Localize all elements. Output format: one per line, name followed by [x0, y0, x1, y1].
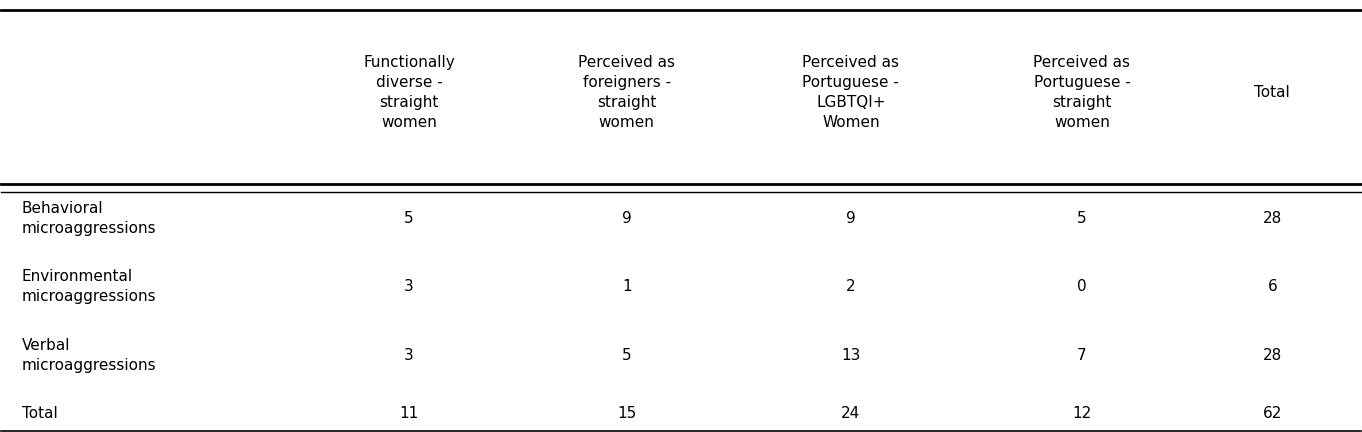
Text: Perceived as
foreigners -
straight
women: Perceived as foreigners - straight women	[577, 55, 676, 130]
Text: 3: 3	[405, 280, 414, 294]
Text: Environmental
microaggressions: Environmental microaggressions	[22, 270, 157, 304]
Text: 5: 5	[1077, 211, 1087, 226]
Text: 15: 15	[617, 406, 636, 421]
Text: 11: 11	[399, 406, 418, 421]
Text: 9: 9	[622, 211, 632, 226]
Text: Total: Total	[22, 406, 57, 421]
Text: Total: Total	[1254, 85, 1290, 100]
Text: 7: 7	[1077, 348, 1087, 363]
Text: Functionally
diverse -
straight
women: Functionally diverse - straight women	[364, 55, 455, 130]
Text: 5: 5	[622, 348, 632, 363]
Text: 3: 3	[405, 348, 414, 363]
Text: Behavioral
microaggressions: Behavioral microaggressions	[22, 201, 157, 235]
Text: Perceived as
Portuguese -
straight
women: Perceived as Portuguese - straight women	[1034, 55, 1130, 130]
Text: 28: 28	[1263, 348, 1282, 363]
Text: 5: 5	[405, 211, 414, 226]
Text: 13: 13	[842, 348, 861, 363]
Text: 6: 6	[1268, 280, 1278, 294]
Text: 28: 28	[1263, 211, 1282, 226]
Text: 24: 24	[842, 406, 861, 421]
Text: 12: 12	[1072, 406, 1091, 421]
Text: 2: 2	[846, 280, 855, 294]
Text: 0: 0	[1077, 280, 1087, 294]
Text: 1: 1	[622, 280, 632, 294]
Text: 62: 62	[1263, 406, 1282, 421]
Text: Verbal
microaggressions: Verbal microaggressions	[22, 338, 157, 373]
Text: Perceived as
Portuguese -
LGBTQI+
Women: Perceived as Portuguese - LGBTQI+ Women	[802, 55, 899, 130]
Text: 9: 9	[846, 211, 855, 226]
